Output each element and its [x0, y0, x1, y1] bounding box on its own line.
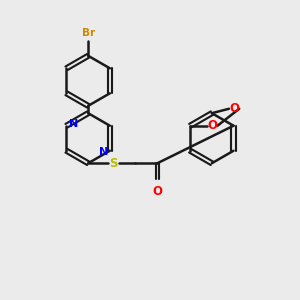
Text: N: N [69, 119, 78, 129]
Text: N: N [98, 147, 108, 157]
Text: O: O [207, 119, 217, 132]
Text: O: O [229, 102, 239, 115]
Text: Br: Br [82, 28, 95, 38]
Text: O: O [152, 185, 162, 198]
Text: S: S [109, 157, 117, 170]
